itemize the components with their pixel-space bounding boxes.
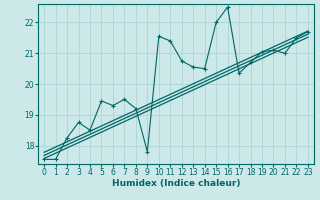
X-axis label: Humidex (Indice chaleur): Humidex (Indice chaleur): [112, 179, 240, 188]
